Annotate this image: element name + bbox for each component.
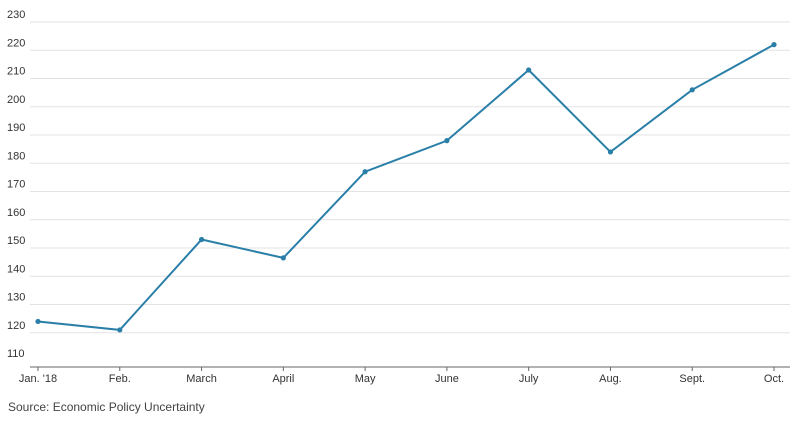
data-point (35, 318, 41, 325)
x-tick-label: Aug. (599, 373, 622, 385)
series-line (37, 43, 775, 331)
y-tick-label: 170 (7, 179, 25, 191)
x-tick-label: Sept. (679, 373, 705, 385)
y-tick-label: 130 (7, 292, 25, 304)
y-tick-label: 190 (7, 122, 25, 134)
data-point (198, 236, 205, 243)
x-tick-label: June (435, 373, 459, 385)
y-tick-label: 140 (7, 263, 25, 275)
data-point (362, 169, 368, 175)
x-tick-label: April (272, 373, 294, 385)
y-axis-tick-labels: 110 120 130 140 150 160 170 180 190 200 210 220 230 (7, 9, 25, 360)
x-tick-label: Oct. (764, 373, 784, 385)
x-tick-label: July (519, 373, 539, 385)
y-tick-label: 110 (7, 348, 25, 360)
x-axis: Jan. '18 Feb. March April May June July Aug. Sep… (19, 366, 790, 385)
y-tick-label: 180 (7, 150, 25, 162)
x-tick-label: Feb. (109, 373, 131, 385)
data-point (771, 42, 777, 48)
data-point (117, 327, 123, 333)
y-tick-label: 150 (7, 235, 25, 247)
x-tick-label: May (355, 373, 376, 385)
data-point (607, 149, 614, 155)
y-tick-label: 220 (7, 37, 25, 49)
y-tick-label: 120 (7, 320, 25, 332)
y-tick-label: 200 (7, 94, 25, 106)
data-point (689, 87, 695, 93)
y-tick-label: 230 (7, 9, 25, 21)
source-note: Source: Economic Policy Uncertainty (8, 400, 205, 414)
x-tick-label: Jan. '18 (19, 373, 57, 385)
data-point (526, 67, 532, 73)
data-point (444, 138, 450, 144)
data-point (280, 255, 286, 261)
data-points (35, 42, 777, 333)
y-tick-label: 160 (7, 207, 25, 219)
gridlines (30, 21, 790, 334)
x-tick-label: March (186, 373, 217, 385)
series-line-group (37, 43, 775, 331)
y-tick-label: 210 (7, 66, 25, 78)
